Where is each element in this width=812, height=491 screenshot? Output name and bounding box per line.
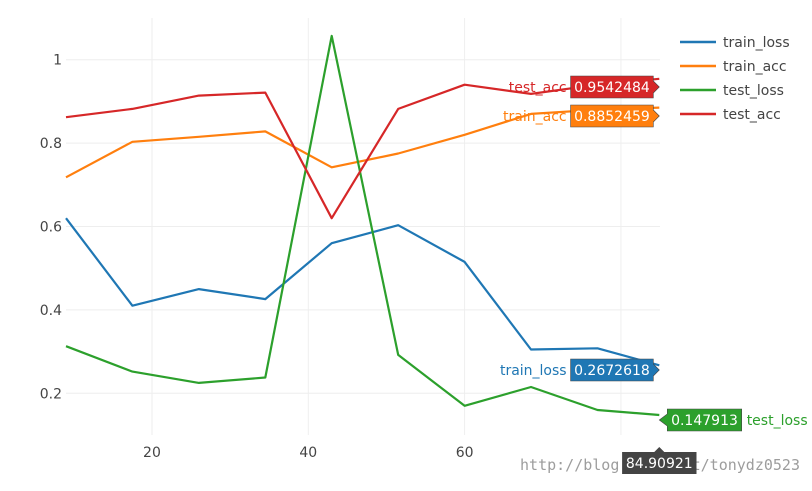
hover-labels: 0.9542484 test_acc 0.8852459 train_acc 0.267… (500, 75, 808, 474)
hover-box (570, 358, 660, 382)
series-line-test-loss (65, 34, 660, 417)
x-tick-label: 20 (143, 445, 161, 461)
hover-label-train-acc: 0.8852459 train_acc (503, 104, 660, 128)
series-line-train-acc (65, 106, 660, 179)
hover-series-name: train_acc (503, 109, 567, 125)
hover-box (570, 104, 660, 128)
x-tick-label: 60 (456, 445, 474, 461)
y-tick-label: 0.2 (40, 386, 62, 402)
hover-value: 0.9542484 (574, 80, 650, 96)
hover-series-name: test_loss (747, 413, 808, 429)
legend-label[interactable]: test_acc (723, 107, 781, 123)
y-tick-label: 0.8 (40, 136, 62, 152)
legend-label[interactable]: train_acc (723, 59, 787, 75)
hover-label-test-loss: 0.147913 test_loss (658, 408, 808, 432)
hover-x-label: 84.90921 (622, 447, 697, 474)
y-tick-label: 1 (53, 53, 62, 69)
hover-series-name: train_loss (500, 363, 567, 379)
hover-value: 0.2672618 (574, 363, 650, 379)
x-tick-label: 40 (299, 445, 317, 461)
series-line-train-loss (65, 217, 660, 367)
hover-x-value: 84.90921 (626, 456, 693, 472)
legend[interactable]: train_loss train_acc test_loss test_acc (680, 35, 790, 123)
hover-box (658, 408, 742, 432)
y-tick-label: 0.6 (40, 220, 62, 236)
y-axis-ticks: 0.2 0.4 0.6 0.8 1 (40, 53, 62, 403)
hover-label-test-acc: 0.9542484 test_acc (509, 75, 660, 99)
legend-label[interactable]: test_loss (723, 83, 784, 99)
x-axis-ticks: 20 40 60 (143, 445, 473, 461)
hover-label-train-loss: 0.2672618 train_loss (500, 358, 660, 382)
plot-area (65, 34, 660, 417)
hover-series-name: test_acc (509, 80, 567, 96)
grid-lines (66, 18, 660, 435)
series-line-test-acc (65, 77, 660, 220)
hover-value: 0.8852459 (574, 109, 650, 125)
hover-box (570, 75, 660, 99)
y-tick-label: 0.4 (40, 303, 62, 319)
hover-value: 0.147913 (671, 413, 738, 429)
hover-x-box (622, 447, 697, 474)
legend-label[interactable]: train_loss (723, 35, 790, 51)
